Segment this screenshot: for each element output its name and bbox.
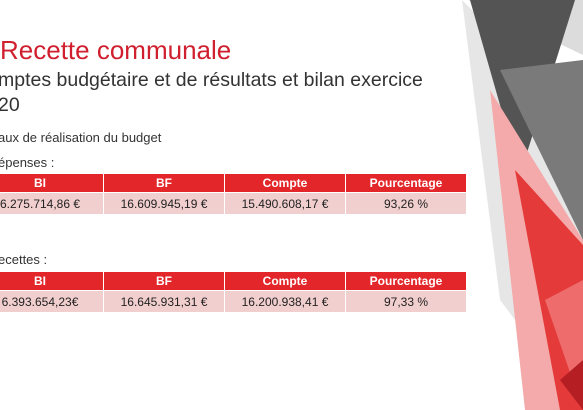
header-bi: BI [0, 272, 103, 290]
depenses-label: épenses : [0, 155, 55, 170]
cell-compte: 15.490.608,17 € [225, 193, 345, 214]
cell-bi: 6.393.654,23€ [0, 291, 103, 312]
header-pourcentage: Pourcentage [346, 272, 466, 290]
cell-bi: 6.275.714,86 € [0, 193, 103, 214]
subtitle-line-2: 20 [0, 94, 20, 116]
cell-compte: 16.200.938,41 € [225, 291, 345, 312]
header-compte: Compte [225, 272, 345, 290]
cell-bf: 16.609.945,19 € [104, 193, 224, 214]
table-header-row: BI BF Compte Pourcentage [0, 174, 466, 192]
cell-pourcentage: 93,26 % [346, 193, 466, 214]
cell-pourcentage: 97,33 % [346, 291, 466, 312]
header-bf: BF [104, 174, 224, 192]
subtitle-line-1: mptes budgétaire et de résultats et bila… [0, 69, 423, 91]
recettes-label: ecettes : [0, 252, 48, 267]
depenses-table: BI BF Compte Pourcentage 6.275.714,86 € … [0, 173, 467, 215]
cell-bf: 16.645.931,31 € [104, 291, 224, 312]
deco-grey-triangle [500, 60, 583, 240]
header-bf: BF [104, 272, 224, 290]
deco-dark-red-triangle [560, 360, 583, 410]
slide-subtitle: mptes budgétaire et de résultats et bila… [0, 68, 478, 118]
header-compte: Compte [225, 174, 345, 192]
recettes-table: BI BF Compte Pourcentage 6.393.654,23€ 1… [0, 271, 467, 313]
slide-title: Recette communale [0, 35, 232, 65]
header-pourcentage: Pourcentage [346, 174, 466, 192]
table-row: 6.393.654,23€ 16.645.931,31 € 16.200.938… [0, 291, 466, 312]
header-bi: BI [0, 174, 103, 192]
table-header-row: BI BF Compte Pourcentage [0, 272, 466, 290]
section-heading: aux de réalisation du budget [0, 130, 162, 145]
table-row: 6.275.714,86 € 16.609.945,19 € 15.490.60… [0, 193, 466, 214]
